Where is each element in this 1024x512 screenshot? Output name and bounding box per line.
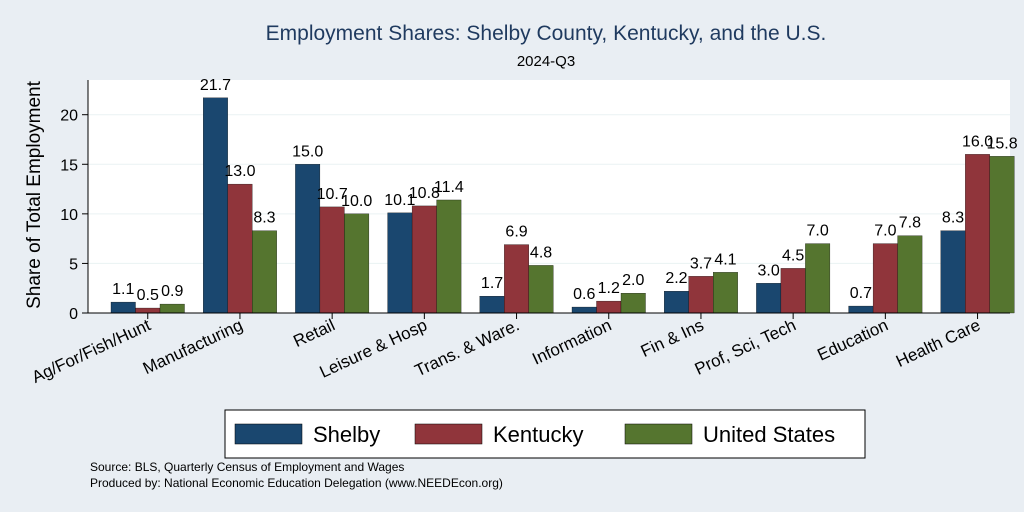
bar-united-states-leisure-hosp (436, 199, 462, 314)
category-label-education: Education (814, 315, 891, 364)
bar-united-states-trans-ware (528, 265, 554, 314)
bar-shelby-information (571, 306, 597, 314)
bar-united-states-manufacturing (252, 230, 277, 314)
category-label-fin-ins: Fin & Ins (638, 315, 707, 361)
category-label-prof-sci-tech: Prof, Sci, Tech (692, 315, 799, 378)
bars (110, 97, 1015, 314)
bar-united-states-ag-for-fish-hunt (159, 303, 185, 314)
bar-shelby-trans-ware (479, 295, 505, 314)
data-label-kentucky-leisure-hosp: 10.8 (409, 185, 440, 202)
data-label-united-states-manufacturing: 8.3 (253, 210, 275, 227)
y-tick-label: 10 (60, 207, 78, 224)
data-label-kentucky-manufacturing: 13.0 (224, 163, 255, 180)
bar-shelby-health-care (940, 230, 966, 314)
data-label-kentucky-prof-sci-tech: 4.5 (782, 247, 804, 264)
bar-kentucky-education (872, 243, 898, 314)
y-tick-label: 15 (60, 157, 78, 174)
bar-kentucky-prof-sci-tech (780, 268, 806, 314)
data-label-united-states-leisure-hosp: 11.4 (434, 179, 464, 196)
legend-swatch-shelby (234, 423, 303, 445)
bar-kentucky-leisure-hosp (411, 205, 437, 314)
bar-kentucky-information (596, 300, 622, 314)
bar-united-states-retail (344, 213, 370, 314)
bar-united-states-health-care (989, 156, 1015, 314)
data-label-kentucky-health-care: 16.0 (962, 133, 993, 150)
bar-kentucky-trans-ware (504, 244, 529, 314)
bar-kentucky-manufacturing (227, 183, 253, 314)
chart-title: Employment Shares: Shelby County, Kentuc… (266, 22, 827, 45)
y-tick-label: 0 (69, 306, 78, 323)
category-label-health-care: Health Care (893, 315, 983, 371)
category-label-ag-for-fish-hunt: Ag/For/Fish/Hunt (29, 315, 154, 387)
bar-shelby-leisure-hosp (387, 212, 413, 314)
y-tick-label: 5 (69, 256, 78, 273)
bar-kentucky-ag-for-fish-hunt (135, 307, 161, 314)
category-label-manufacturing: Manufacturing (140, 315, 246, 378)
source-note: Source: BLS, Quarterly Census of Employm… (90, 460, 404, 474)
data-label-united-states-fin-ins: 4.1 (714, 251, 736, 268)
legend-box (224, 409, 866, 459)
legend-label-shelby: Shelby (313, 422, 380, 447)
bar-shelby-manufacturing (203, 97, 228, 314)
data-label-united-states-prof-sci-tech: 7.0 (807, 223, 829, 240)
legend-label-kentucky: Kentucky (493, 422, 584, 447)
bar-shelby-education (848, 305, 874, 314)
data-label-united-states-health-care: 15.8 (986, 135, 1017, 152)
category-label-trans-ware: Trans. & Ware. (412, 315, 522, 380)
data-label-united-states-education: 7.8 (899, 215, 921, 232)
data-label-shelby-education: 0.7 (850, 285, 872, 302)
y-axis: 0 5 10 15 20 (60, 80, 1010, 323)
data-label-kentucky-education: 7.0 (874, 223, 896, 240)
data-label-kentucky-fin-ins: 3.7 (690, 255, 712, 272)
data-label-shelby-leisure-hosp: 10.1 (384, 192, 415, 209)
data-label-shelby-fin-ins: 2.2 (665, 270, 687, 287)
data-label-kentucky-information: 1.2 (598, 280, 620, 297)
category-label-retail: Retail (290, 315, 337, 351)
bar-united-states-fin-ins (713, 272, 738, 314)
data-label-shelby-trans-ware: 1.7 (481, 275, 503, 292)
bar-shelby-fin-ins (664, 291, 689, 314)
data-label-shelby-retail: 15.0 (292, 143, 323, 160)
bar-shelby-prof-sci-tech (756, 283, 782, 314)
bar-united-states-prof-sci-tech (805, 243, 831, 314)
produced-by-note: Produced by: National Economic Education… (90, 476, 503, 490)
category-label-information: Information (529, 315, 614, 368)
data-labels: 1.1 0.5 0.9 21.7 13.0 8.3 15.0 10.710.0 10.110.8… (112, 77, 1018, 304)
bar-shelby-retail (295, 164, 321, 314)
data-label-united-states-information: 2.0 (622, 272, 644, 289)
bar-united-states-education (897, 235, 923, 314)
bar-kentucky-health-care (965, 154, 990, 314)
data-label-kentucky-retail: 10.7 (317, 186, 348, 203)
bar-united-states-information (620, 293, 646, 314)
data-label-shelby-prof-sci-tech: 3.0 (758, 262, 780, 279)
data-label-united-states-trans-ware: 4.8 (530, 244, 552, 261)
bar-kentucky-fin-ins (688, 276, 714, 314)
legend: Shelby Kentucky United States (224, 409, 866, 459)
data-label-united-states-retail: 10.0 (341, 193, 372, 210)
y-axis-label: Share of Total Employment (24, 80, 45, 308)
legend-swatch-kentucky (414, 423, 483, 445)
data-label-shelby-health-care: 8.3 (942, 210, 964, 227)
data-label-united-states-ag-for-fish-hunt: 0.9 (161, 283, 183, 300)
legend-label-united-states: United States (703, 422, 835, 447)
data-label-kentucky-trans-ware: 6.9 (505, 224, 527, 241)
legend-swatch-united-states (624, 423, 693, 445)
y-tick-label: 20 (60, 108, 78, 125)
data-label-kentucky-ag-for-fish-hunt: 0.5 (137, 287, 159, 304)
data-label-shelby-information: 0.6 (573, 286, 595, 303)
data-label-shelby-ag-for-fish-hunt: 1.1 (112, 281, 134, 298)
chart-subtitle: 2024-Q3 (517, 53, 575, 70)
bar-shelby-ag-for-fish-hunt (110, 301, 136, 314)
bar-kentucky-retail (319, 206, 345, 314)
data-label-shelby-manufacturing: 21.7 (200, 77, 231, 94)
